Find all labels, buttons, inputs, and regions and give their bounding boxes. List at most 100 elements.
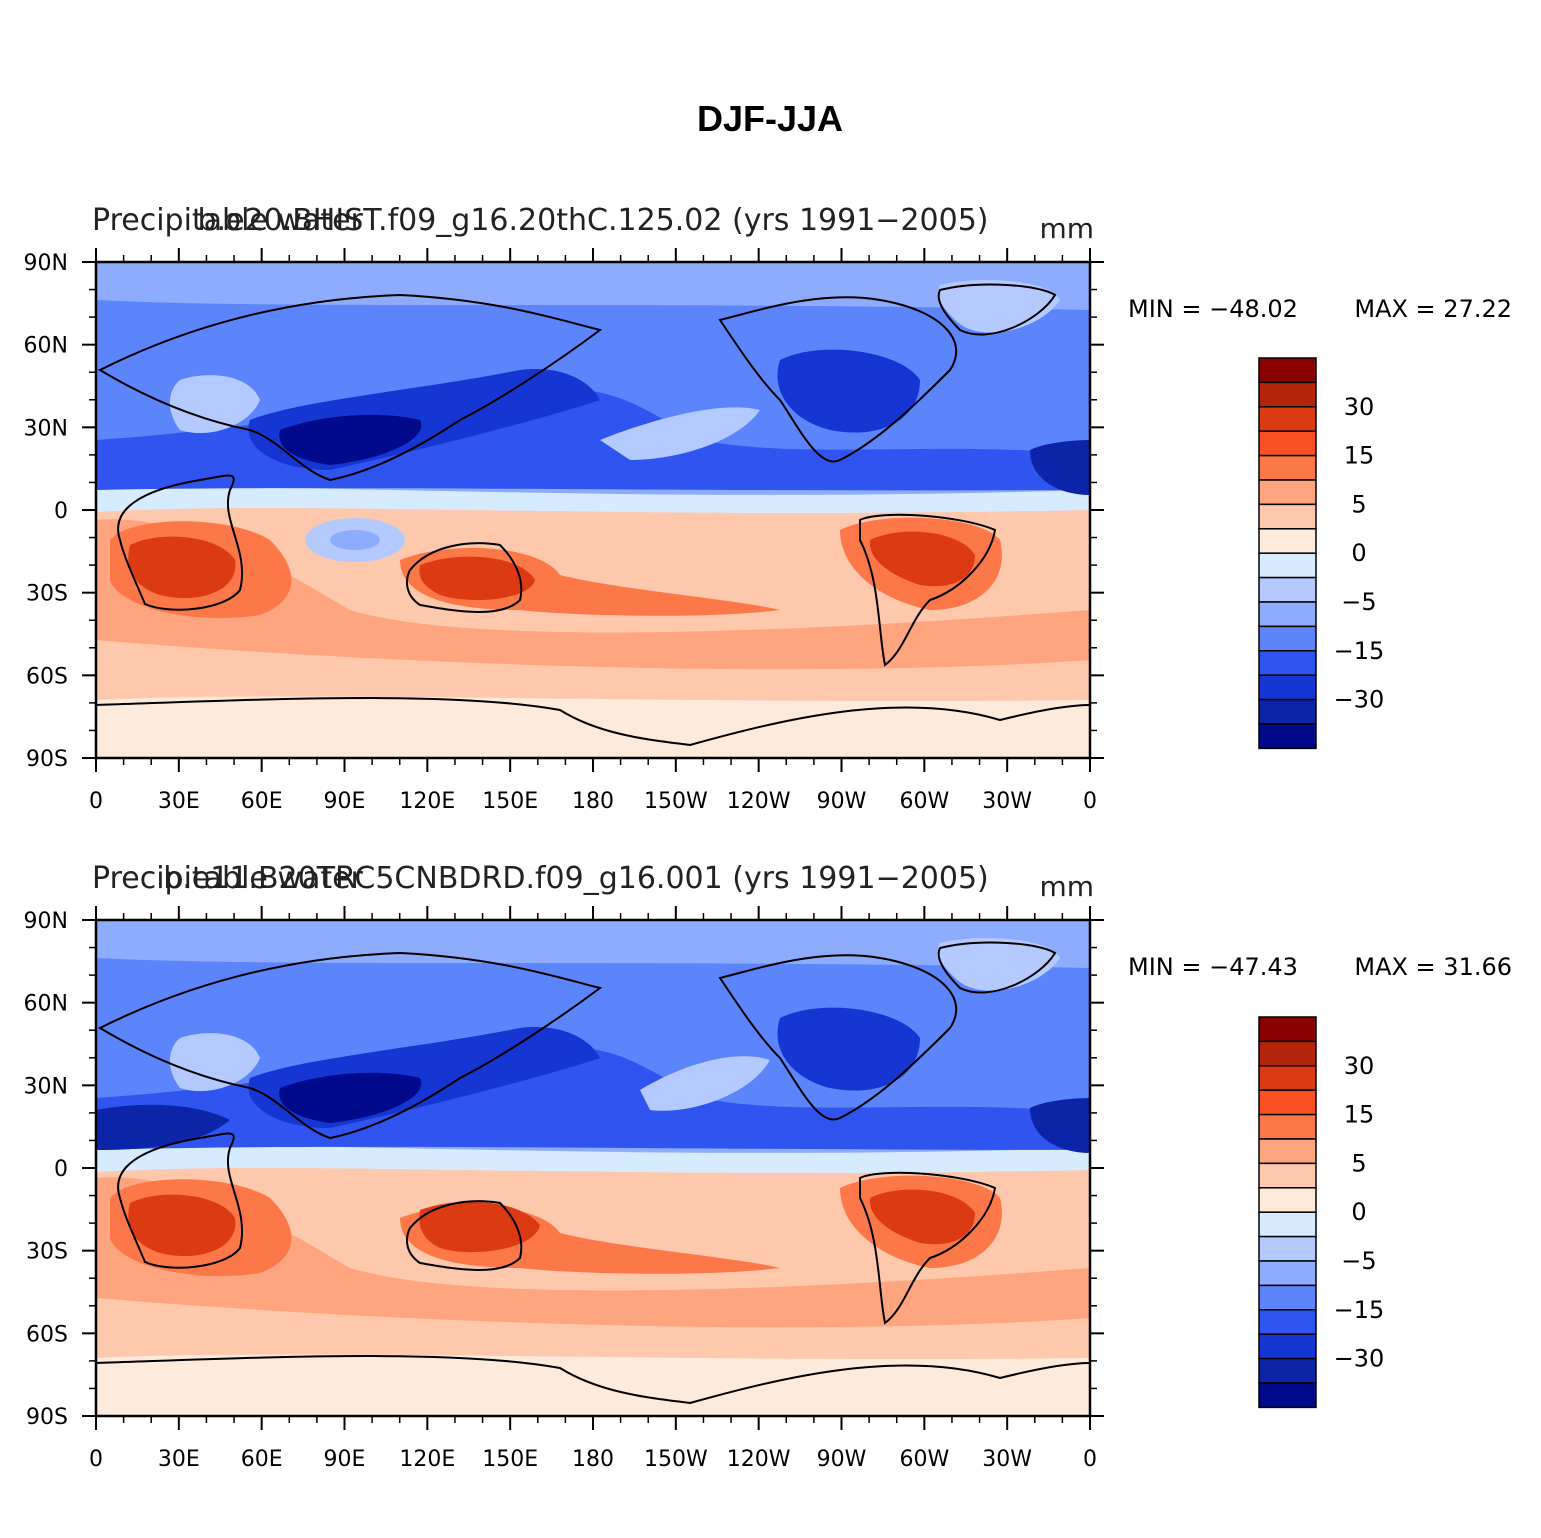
field-warm-belt <box>96 519 1090 670</box>
field-atlantic-cool <box>1030 1098 1090 1153</box>
field-arabia-mild <box>169 375 260 434</box>
colorbar-tick-label: 0 <box>1351 1198 1366 1226</box>
field-pacific-mild <box>600 407 760 460</box>
field-io-cool-core <box>330 530 380 550</box>
x-tick-label: 30W <box>982 1447 1032 1472</box>
coast-australia <box>406 542 523 613</box>
coast-samerica <box>859 1171 997 1325</box>
coast-africa <box>117 474 243 611</box>
colorbar-box <box>1258 601 1317 628</box>
colorbar-box <box>1258 430 1317 457</box>
axes-top: 0 30E 60E 90E 120E 150E 180 150W 120W 90W 60W 30W 09… <box>24 248 1104 814</box>
panel-center-title-bottom: b.e11.B20TRC5CNBDRD.f09_g16.001 (yrs 199… <box>163 861 989 896</box>
max-label-top: MAX = 27.22 <box>1354 295 1512 323</box>
field-equator-band <box>96 1145 1090 1173</box>
x-tick-label: 150E <box>482 1447 538 1472</box>
coast-africa <box>117 1132 243 1269</box>
coast-greenland <box>937 283 1057 336</box>
map-field-top <box>96 262 1090 758</box>
y-tick-label: 30S <box>26 582 68 607</box>
coastlines-bottom <box>95 941 1091 1405</box>
coast-samerica <box>859 513 997 667</box>
field-atlantic-cool <box>1030 440 1090 495</box>
y-tick-label: 30N <box>24 416 68 441</box>
coast-greenland <box>937 941 1057 994</box>
colorbar-tick-label: 30 <box>1344 1052 1375 1080</box>
x-tick-label: 180 <box>572 1447 614 1472</box>
y-tick-label: 0 <box>54 499 68 524</box>
colorbar-tick-label: 30 <box>1344 393 1375 421</box>
field-samerica-hot <box>869 1189 975 1245</box>
min-label-bottom: MIN = −47.43 <box>1128 953 1298 981</box>
colorbar-box <box>1258 723 1317 750</box>
x-tick-label: 90W <box>817 789 867 814</box>
field-africa-cool <box>96 1104 230 1150</box>
colorbar-tick-label: 0 <box>1351 539 1366 567</box>
colorbar-box <box>1258 552 1317 579</box>
x-tick-label: 30W <box>982 789 1032 814</box>
field-arabia-mild <box>169 1033 260 1092</box>
y-tick-label: 60S <box>26 664 68 689</box>
colorbar-tick-label: 15 <box>1344 1101 1375 1129</box>
y-tick-label: 60N <box>24 334 68 359</box>
colorbar-tick-label: −15 <box>1334 637 1385 665</box>
colorbar-tick-label: −5 <box>1341 1247 1376 1275</box>
figure-title: DJF-JJA <box>697 98 843 139</box>
coastlines-top <box>95 283 1091 747</box>
y-tick-label: 60S <box>26 1322 68 1347</box>
x-tick-label: 60W <box>899 789 949 814</box>
field-namerica-cool <box>777 349 920 433</box>
colorbar-box <box>1258 1113 1317 1140</box>
colorbar-box <box>1258 698 1317 725</box>
coast-antarctica <box>95 1355 1091 1405</box>
x-tick-label: 0 <box>1083 1447 1097 1472</box>
coast-namerica <box>718 954 957 1121</box>
field-pacific-mild <box>640 1056 770 1111</box>
colorbar-box <box>1258 674 1317 701</box>
colorbar-box <box>1258 1138 1317 1165</box>
x-tick-label: 0 <box>1083 789 1097 814</box>
y-tick-label: 0 <box>54 1157 68 1182</box>
colorbar-box <box>1258 1016 1317 1043</box>
colorbar-box <box>1258 1040 1317 1067</box>
x-tick-label: 150E <box>482 789 538 814</box>
coast-eurasia <box>97 951 603 1140</box>
panel-left-title-bottom: Precipitable water <box>92 861 364 896</box>
min-label-top: MIN = −48.02 <box>1128 295 1298 323</box>
field-namerica-cool <box>777 1007 920 1091</box>
field-africa-hot <box>128 536 236 599</box>
colorbar-box <box>1258 1309 1317 1335</box>
colorbar-box <box>1258 528 1317 554</box>
field-australia-hot <box>419 556 535 600</box>
colorbar-top: 30 15 5 0 −5 −15 −30 <box>1258 357 1385 750</box>
colorbar-box <box>1258 1357 1317 1384</box>
coast-australia <box>406 1200 523 1271</box>
colorbar-box <box>1258 1211 1317 1238</box>
max-label-bottom: MAX = 31.66 <box>1354 953 1512 981</box>
y-tick-label: 90S <box>26 747 68 772</box>
panel-units-top: mm <box>1039 212 1094 245</box>
y-tick-label: 30S <box>26 1240 68 1265</box>
coast-namerica <box>718 296 957 463</box>
y-tick-label: 60N <box>24 992 68 1017</box>
colorbar-box <box>1258 1089 1317 1116</box>
colorbar-tick-label: −30 <box>1334 1345 1385 1373</box>
colorbar-box <box>1258 479 1317 506</box>
field-tibet-core <box>279 414 422 465</box>
colorbar-box <box>1258 1065 1317 1091</box>
panel-left-title-top: Precipitable water <box>92 203 364 238</box>
colorbar-box <box>1258 357 1317 384</box>
x-tick-label: 30E <box>158 789 200 814</box>
colorbar-box <box>1258 1284 1317 1311</box>
colorbar-box <box>1258 406 1317 432</box>
x-tick-label: 90E <box>324 1447 366 1472</box>
colorbar-box <box>1258 1333 1317 1360</box>
field-samerica-hot <box>869 531 975 587</box>
map-field-bottom <box>96 920 1090 1416</box>
colorbar-bottom: 30 15 5 0 −5 −15 −30 <box>1258 1016 1385 1409</box>
field-antarctic <box>96 1354 1090 1416</box>
map-panel-top: 0 30E 60E 90E 120E 150E 180 150W 120W 90W 60W 30W 09… <box>24 203 1512 814</box>
x-tick-label: 180 <box>572 789 614 814</box>
colorbar-tick-label: −15 <box>1334 1296 1385 1324</box>
